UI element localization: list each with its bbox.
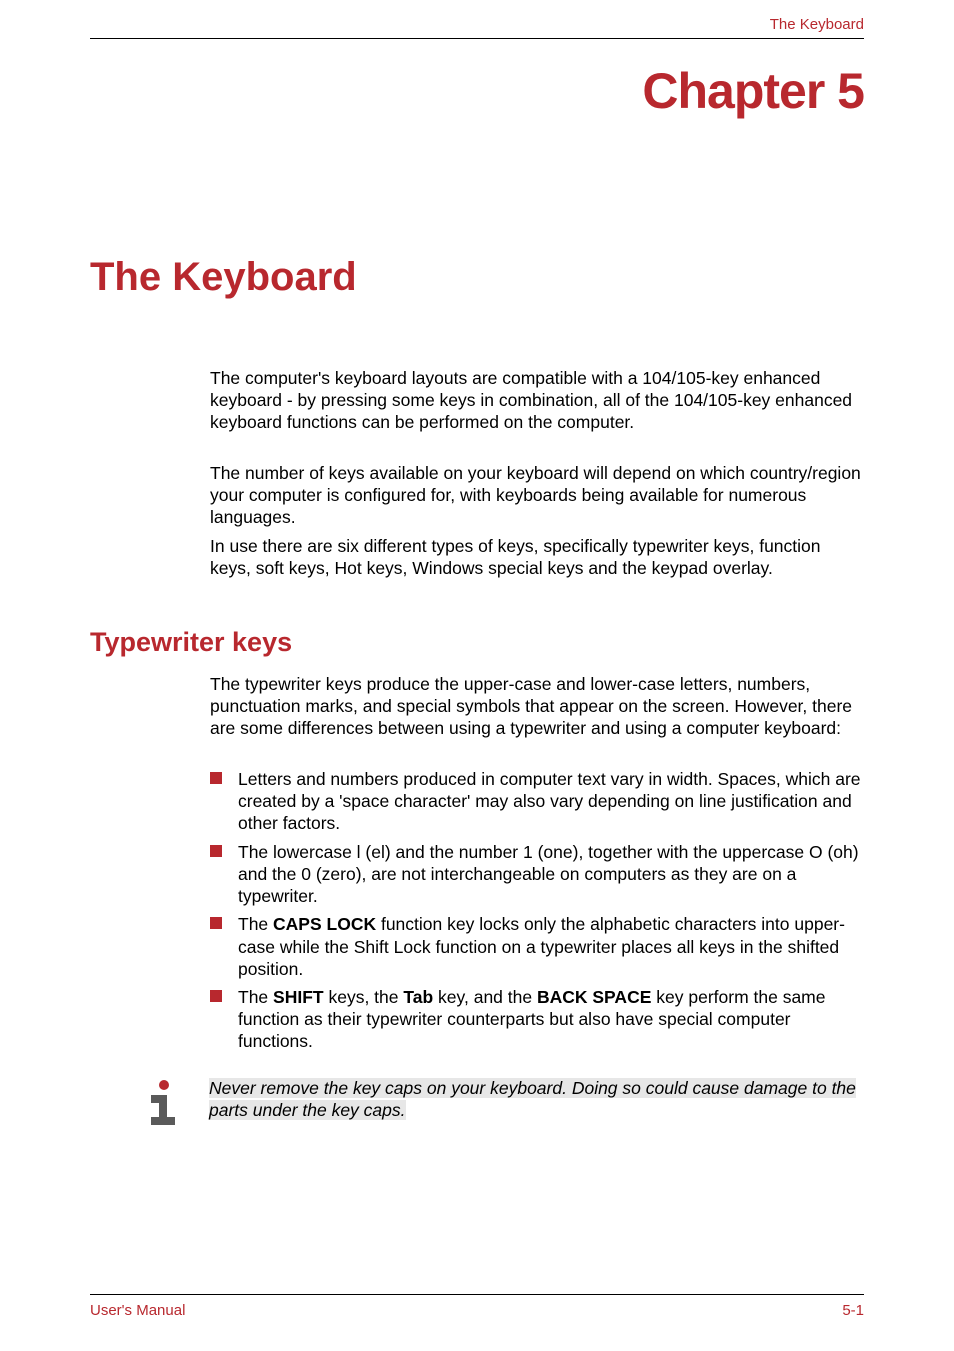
section-intro: The typewriter keys produce the upper-ca… bbox=[210, 673, 864, 740]
list-item-bold: CAPS LOCK bbox=[273, 914, 376, 934]
note-text: Never remove the key caps on your keyboa… bbox=[209, 1075, 864, 1123]
list-item-text: The bbox=[238, 987, 273, 1007]
list-item-bold: BACK SPACE bbox=[537, 987, 651, 1007]
intro-paragraph-3: In use there are six different types of … bbox=[210, 535, 864, 579]
footer-rule bbox=[90, 1294, 864, 1295]
list-item-bold: SHIFT bbox=[273, 987, 324, 1007]
list-item: Letters and numbers produced in computer… bbox=[210, 768, 864, 835]
note-callout: Never remove the key caps on your keyboa… bbox=[145, 1075, 864, 1127]
list-item: The CAPS LOCK function key locks only th… bbox=[210, 913, 864, 980]
footer-left: User's Manual bbox=[90, 1302, 185, 1319]
footer-right: 5-1 bbox=[842, 1302, 864, 1319]
list-item-text: The bbox=[238, 914, 273, 934]
list-item: The lowercase l (el) and the number 1 (o… bbox=[210, 841, 864, 908]
list-item-bold: Tab bbox=[403, 987, 433, 1007]
list-item: The SHIFT keys, the Tab key, and the BAC… bbox=[210, 986, 864, 1053]
header-rule bbox=[90, 38, 864, 39]
note-line: Never remove the key caps on your keyboa… bbox=[209, 1078, 856, 1120]
info-icon bbox=[145, 1079, 183, 1127]
chapter-label: Chapter 5 bbox=[642, 62, 864, 120]
chapter-title: The Keyboard bbox=[90, 255, 357, 300]
list-item-text: key, and the bbox=[433, 987, 537, 1007]
section-heading-typewriter-keys: Typewriter keys bbox=[90, 627, 292, 658]
intro-paragraph-2: The number of keys available on your key… bbox=[210, 462, 864, 529]
intro-paragraph-1: The computer's keyboard layouts are comp… bbox=[210, 367, 864, 434]
bullet-list: Letters and numbers produced in computer… bbox=[210, 768, 864, 1059]
list-item-text: keys, the bbox=[324, 987, 404, 1007]
running-head: The Keyboard bbox=[770, 16, 864, 33]
